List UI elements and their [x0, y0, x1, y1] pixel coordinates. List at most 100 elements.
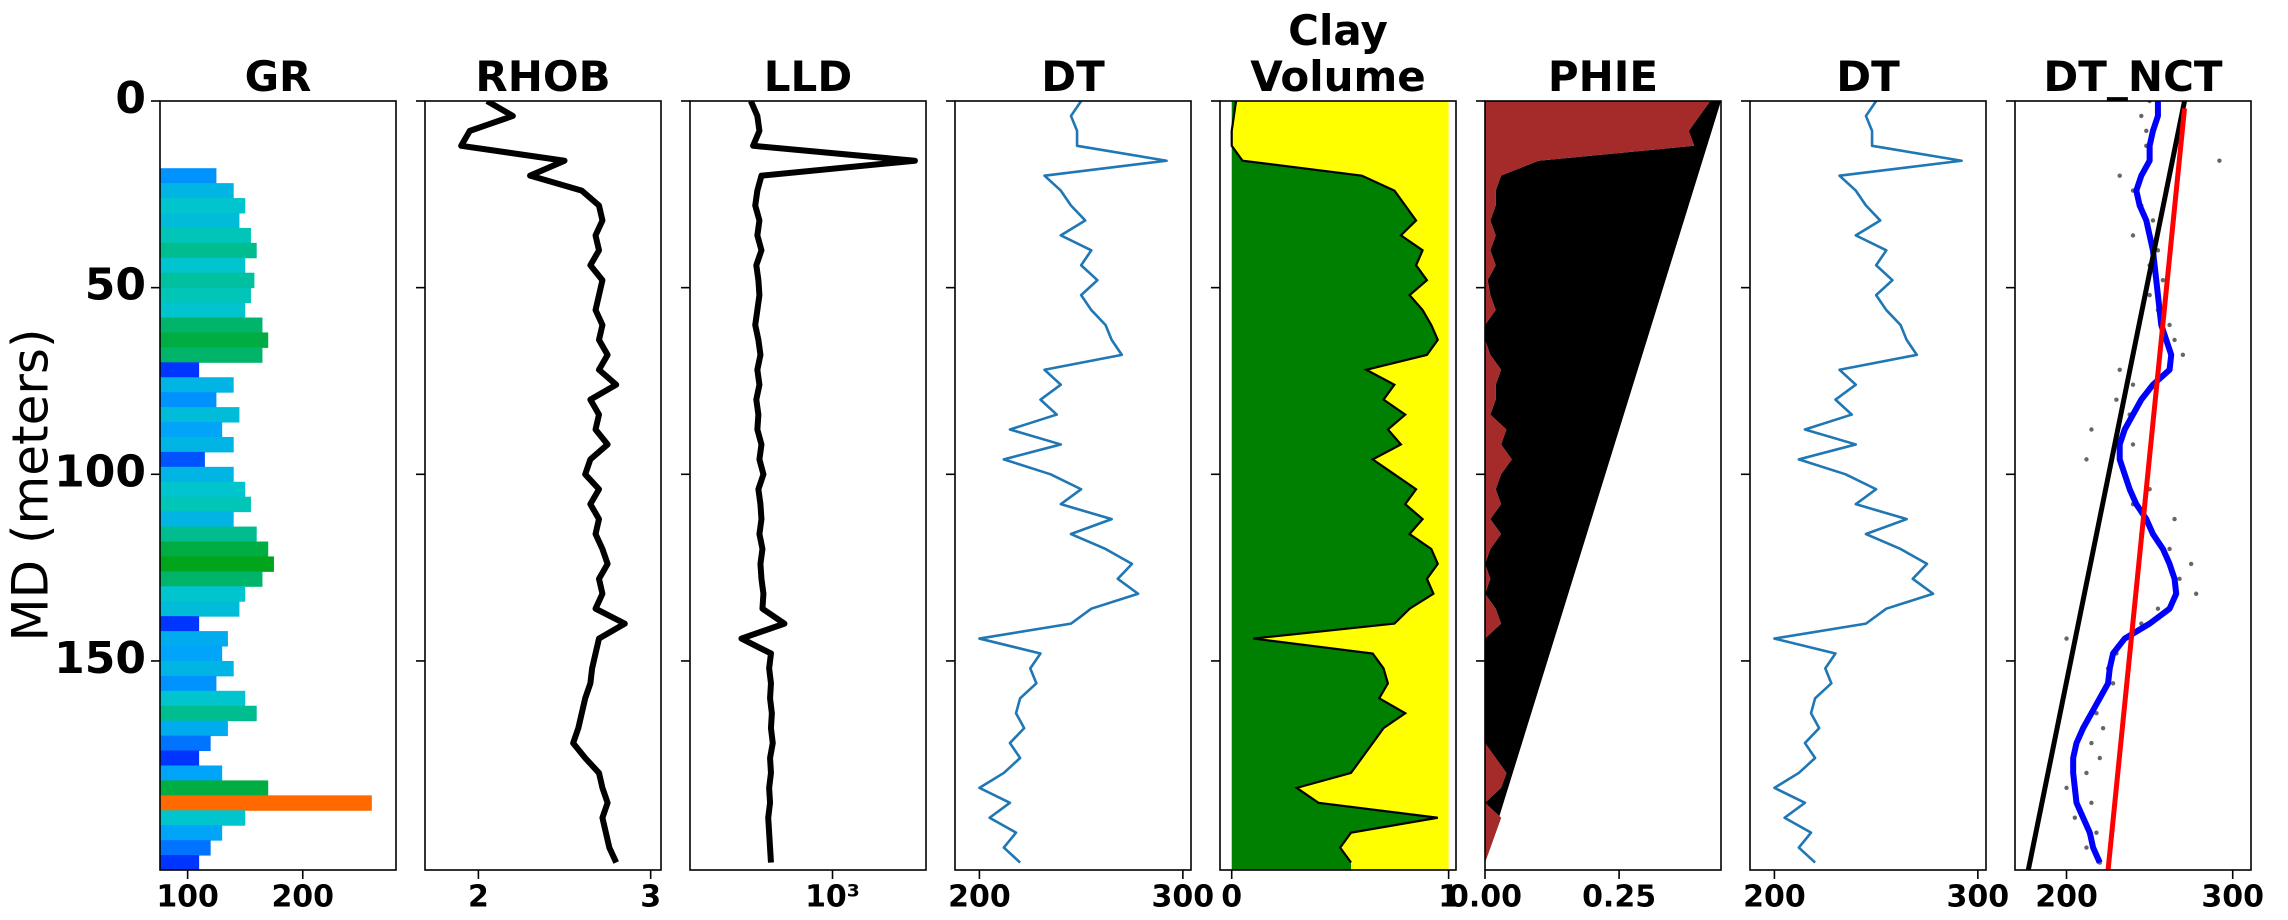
- dt-point: [2160, 277, 2166, 283]
- gr-bar: [160, 257, 246, 274]
- log-curve: [1773, 101, 1963, 864]
- gr-bar: [160, 810, 246, 826]
- track-body: [738, 101, 918, 863]
- fill-left: [1231, 101, 1438, 870]
- gr-bar: [160, 511, 234, 528]
- track-title: RHOB: [475, 52, 611, 101]
- dt-point: [2072, 815, 2078, 820]
- y-tick-label: 100: [54, 446, 146, 497]
- x-tick-label: 200: [271, 880, 334, 915]
- gr-bar: [160, 631, 228, 647]
- track-title: DT_NCT: [2043, 52, 2223, 101]
- gr-bar: [160, 646, 223, 662]
- track-frame: [1484, 100, 1722, 871]
- gr-bar: [160, 616, 200, 632]
- x-tick-label: 300: [2201, 880, 2264, 915]
- track-body: [160, 168, 372, 870]
- gr-bar: [160, 332, 269, 348]
- gr-bar: [160, 451, 205, 468]
- gr-bar: [160, 601, 240, 617]
- dt-point: [2193, 591, 2199, 596]
- dt-point: [2188, 561, 2194, 567]
- dt-point: [2084, 845, 2089, 850]
- dt-point: [2084, 770, 2089, 776]
- track-frame: [159, 100, 397, 871]
- trend-line: [2105, 108, 2188, 870]
- x-tick-label: 10³: [805, 880, 860, 915]
- log-curve: [978, 101, 1168, 864]
- dt-point: [2089, 800, 2094, 806]
- gr-bar: [160, 750, 200, 766]
- dt-point: [2114, 397, 2119, 402]
- gr-bar: [160, 705, 257, 722]
- gr-bar: [160, 317, 263, 333]
- dt-point: [2177, 576, 2182, 582]
- track-body: [2025, 101, 2222, 870]
- dt-point: [2084, 457, 2089, 462]
- x-tick-label: 1: [1438, 880, 1459, 915]
- log-curve: [738, 101, 918, 863]
- x-tick-label: 0: [1221, 880, 1242, 915]
- dt-point: [2064, 785, 2069, 791]
- dt-point: [2167, 546, 2172, 552]
- gr-bar: [160, 302, 246, 319]
- dt-point: [2155, 606, 2161, 611]
- gr-bar: [160, 496, 251, 513]
- track: 200 300: [2006, 100, 2264, 915]
- track-title: DT: [1836, 52, 1900, 101]
- dt-point: [2089, 740, 2094, 746]
- gr-bar: [160, 347, 263, 363]
- x-tick-label: 0.00: [1448, 880, 1522, 915]
- gr-bar: [160, 586, 246, 602]
- gr-bar: [160, 272, 255, 289]
- track: 200 300: [946, 100, 1215, 915]
- dt-point: [2117, 367, 2122, 372]
- track-body: [1773, 101, 1963, 864]
- gr-bar: [160, 571, 263, 587]
- gr-bar: [160, 735, 211, 752]
- gr-bar: [160, 242, 257, 259]
- track-frame: [689, 100, 927, 871]
- gr-bar: [160, 720, 228, 737]
- gr-bar: [160, 765, 223, 781]
- gr-bar: [160, 212, 240, 229]
- smoothed-curve: [2070, 101, 2180, 864]
- gr-bar: [160, 168, 217, 184]
- dt-point: [2147, 292, 2152, 298]
- dt-point: [2117, 173, 2122, 178]
- y-tick-label: 50: [85, 260, 146, 311]
- dt-point: [2139, 113, 2144, 119]
- fill-right: [1485, 101, 1721, 863]
- track-title: PHIE: [1547, 52, 1659, 101]
- y-axis-label: MD (meters): [2, 329, 60, 642]
- dt-point: [2089, 427, 2094, 432]
- dt-point: [2097, 755, 2102, 761]
- x-tick-label: 300: [1152, 880, 1215, 915]
- gr-bar: [160, 660, 234, 677]
- gr-bar: [160, 436, 234, 453]
- log-curve: [1230, 101, 1440, 864]
- gr-bar: [160, 556, 274, 572]
- track: 200 300: [1741, 100, 2009, 915]
- gr-bar: [160, 422, 223, 438]
- track-frame: [1749, 100, 1987, 871]
- track-frame: [2014, 100, 2252, 871]
- track: 0.00 0.25: [1448, 100, 1722, 915]
- track-title: LLD: [763, 52, 853, 101]
- gr-bar: [160, 780, 269, 796]
- gr-bar: [160, 840, 211, 856]
- gr-bar: [160, 526, 257, 542]
- gr-bar: [160, 855, 200, 870]
- x-tick-label: 0.25: [1582, 880, 1656, 915]
- track-frame: [1219, 100, 1457, 871]
- dt-point: [2110, 681, 2116, 686]
- gr-bar: [160, 227, 251, 244]
- gr-bar: [160, 541, 269, 557]
- track-frame: [424, 100, 662, 871]
- gr-bar: [160, 392, 217, 408]
- x-tick-label: 100: [156, 880, 219, 915]
- dt-point: [2217, 158, 2222, 163]
